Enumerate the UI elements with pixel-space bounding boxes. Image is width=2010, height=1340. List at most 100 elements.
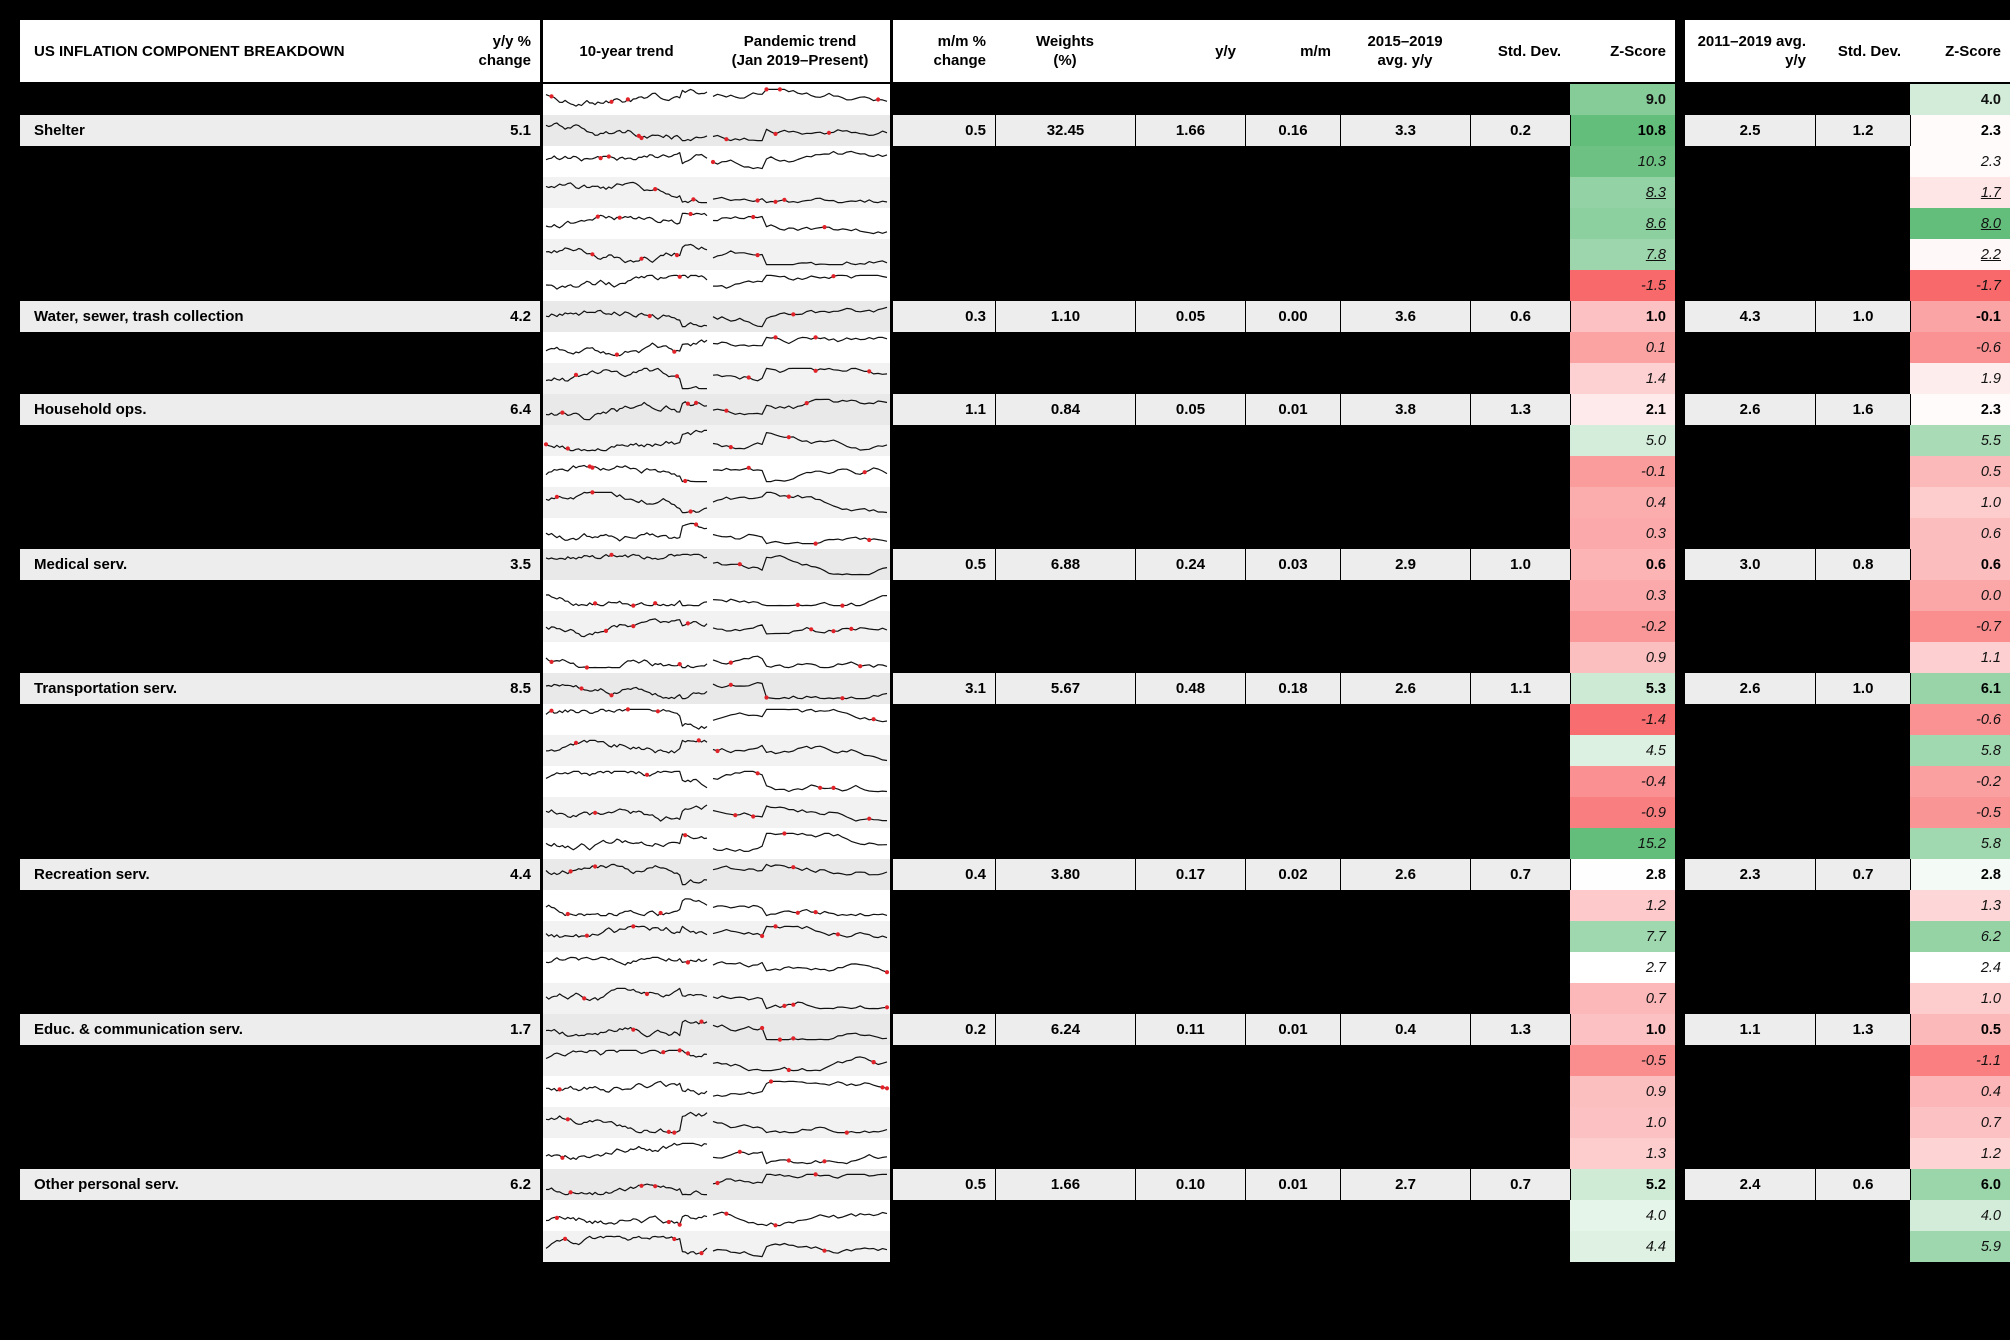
cell-avg-2015-2019 bbox=[1340, 487, 1470, 518]
column-separator bbox=[1675, 1200, 1685, 1231]
cell-std-dev-1 bbox=[1470, 208, 1570, 239]
cell-weight: 5.67 bbox=[995, 673, 1135, 704]
column-separator bbox=[540, 1138, 543, 1169]
cell-z-score-2: 2.8 bbox=[1910, 859, 2010, 890]
cell-mm-level bbox=[1245, 642, 1340, 673]
cell-std-dev-2 bbox=[1815, 766, 1910, 797]
cell-z-score-1: 8.3 bbox=[1570, 177, 1675, 208]
row-label: Educ. & communication serv. bbox=[20, 1014, 420, 1045]
cell-pandemic-trend bbox=[710, 797, 890, 828]
cell-std-dev-2 bbox=[1815, 208, 1910, 239]
cell-yy-level bbox=[1135, 983, 1245, 1014]
cell-10-year-trend bbox=[543, 921, 710, 952]
cell-std-dev-1: 1.3 bbox=[1470, 1014, 1570, 1045]
cell-mm-level bbox=[1245, 1138, 1340, 1169]
cell-mm-level: 0.18 bbox=[1245, 673, 1340, 704]
row-label bbox=[20, 704, 420, 735]
ten-year-trend-sparkline bbox=[545, 987, 708, 1002]
column-separator bbox=[890, 549, 893, 580]
cell-avg-2015-2019 bbox=[1340, 580, 1470, 611]
header-std-dev-1: Std. Dev. bbox=[1470, 20, 1570, 82]
cell-mm-pct-change bbox=[893, 363, 995, 394]
cell-weight bbox=[995, 1138, 1135, 1169]
cell-z-score-2: 1.3 bbox=[1910, 890, 2010, 921]
cell-pandemic-trend bbox=[710, 394, 890, 425]
cell-avg-2011-2019 bbox=[1685, 1138, 1815, 1169]
row-label bbox=[20, 1138, 420, 1169]
column-separator bbox=[1675, 549, 1685, 580]
cell-yy-level: 0.05 bbox=[1135, 394, 1245, 425]
column-separator bbox=[1675, 301, 1685, 332]
cell-std-dev-1 bbox=[1470, 456, 1570, 487]
column-separator bbox=[540, 642, 543, 673]
pandemic-trend-sparkline bbox=[712, 431, 888, 451]
cell-avg-2011-2019: 1.1 bbox=[1685, 1014, 1815, 1045]
cell-10-year-trend bbox=[543, 1169, 710, 1200]
cell-z-score-2: 1.7 bbox=[1910, 177, 2010, 208]
cell-z-score-1: 0.4 bbox=[1570, 487, 1675, 518]
cell-yy-pct-change bbox=[420, 363, 540, 394]
ten-year-trend-sparkline bbox=[546, 1183, 707, 1196]
cell-z-score-2: 8.0 bbox=[1910, 208, 2010, 239]
row-label bbox=[20, 797, 420, 828]
cell-avg-2015-2019 bbox=[1340, 1045, 1470, 1076]
cell-mm-level bbox=[1245, 1045, 1340, 1076]
column-separator bbox=[540, 239, 543, 270]
cell-pandemic-trend bbox=[710, 456, 890, 487]
cell-weight bbox=[995, 177, 1135, 208]
column-separator bbox=[890, 797, 893, 828]
cell-mm-level bbox=[1245, 766, 1340, 797]
cell-z-score-2: -0.6 bbox=[1910, 332, 2010, 363]
row-label: Recreation serv. bbox=[20, 859, 420, 890]
cell-z-score-1: 5.3 bbox=[1570, 673, 1675, 704]
row-label bbox=[20, 363, 420, 394]
column-separator bbox=[890, 1169, 893, 1200]
cell-yy-pct-change bbox=[420, 487, 540, 518]
cell-z-score-2: 0.6 bbox=[1910, 549, 2010, 580]
ten-year-trend-sparkline bbox=[545, 683, 708, 700]
cell-10-year-trend bbox=[543, 425, 710, 456]
table-row: 0.9 0.4 bbox=[20, 1076, 2010, 1107]
cell-std-dev-1: 0.7 bbox=[1470, 859, 1570, 890]
ten-year-trend-sparkline bbox=[545, 657, 708, 670]
cell-avg-2015-2019 bbox=[1340, 239, 1470, 270]
column-separator bbox=[1675, 735, 1685, 766]
cell-std-dev-2: 1.0 bbox=[1815, 301, 1910, 332]
ten-year-trend-sparkline bbox=[545, 552, 708, 560]
cell-avg-2015-2019: 2.6 bbox=[1340, 859, 1470, 890]
pandemic-trend-sparkline bbox=[712, 805, 887, 822]
pandemic-trend-sparkline bbox=[712, 1242, 888, 1258]
header-weights: Weights (%) bbox=[995, 20, 1135, 82]
cell-std-dev-2 bbox=[1815, 363, 1910, 394]
table-row: 0.4 1.0 bbox=[20, 487, 2010, 518]
cell-weight bbox=[995, 642, 1135, 673]
cell-yy-pct-change bbox=[420, 828, 540, 859]
cell-avg-2015-2019: 2.9 bbox=[1340, 549, 1470, 580]
ten-year-trend-sparkline bbox=[545, 924, 708, 938]
cell-mm-pct-change: 0.5 bbox=[893, 115, 995, 146]
cell-z-score-2: 6.1 bbox=[1910, 673, 2010, 704]
column-separator bbox=[890, 84, 893, 115]
cell-z-score-1: -0.1 bbox=[1570, 456, 1675, 487]
table-row-educ-communication-serv: Educ. & communication serv. 1.7 0.2 6.24 0.1… bbox=[20, 1014, 2010, 1045]
column-separator bbox=[890, 580, 893, 611]
header-yy: y/y bbox=[1135, 20, 1245, 82]
cell-std-dev-1 bbox=[1470, 642, 1570, 673]
cell-std-dev-2: 1.6 bbox=[1815, 394, 1910, 425]
cell-avg-2015-2019 bbox=[1340, 518, 1470, 549]
pandemic-trend-sparkline bbox=[712, 770, 888, 793]
cell-weight: 32.45 bbox=[995, 115, 1135, 146]
cell-pandemic-trend bbox=[710, 890, 890, 921]
cell-avg-2011-2019 bbox=[1685, 425, 1815, 456]
cell-avg-2011-2019 bbox=[1685, 1045, 1815, 1076]
cell-std-dev-1 bbox=[1470, 1045, 1570, 1076]
cell-std-dev-2 bbox=[1815, 270, 1910, 301]
column-separator bbox=[1675, 1045, 1685, 1076]
cell-mm-level bbox=[1245, 797, 1340, 828]
cell-yy-level bbox=[1135, 704, 1245, 735]
cell-10-year-trend bbox=[543, 549, 710, 580]
cell-z-score-2: 0.4 bbox=[1910, 1076, 2010, 1107]
cell-z-score-2: 0.5 bbox=[1910, 1014, 2010, 1045]
cell-z-score-1: 5.0 bbox=[1570, 425, 1675, 456]
cell-mm-pct-change bbox=[893, 1107, 995, 1138]
